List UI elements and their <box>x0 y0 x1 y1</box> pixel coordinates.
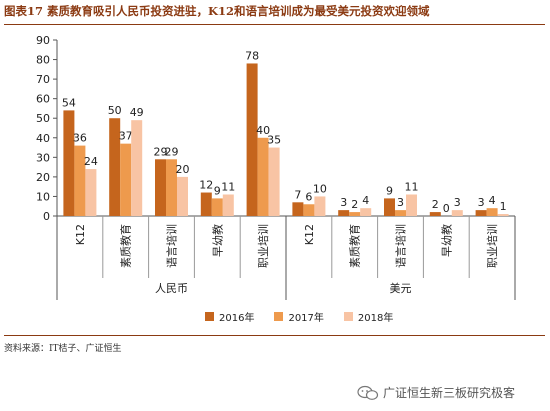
legend-label-2016: 2016年 <box>219 313 255 324</box>
source-rule <box>4 335 545 336</box>
watermark: 广证恒生新三板研究极客 <box>357 384 515 401</box>
title-rule <box>4 24 545 25</box>
data-label: 1 <box>500 200 507 213</box>
data-label: 2 <box>351 198 358 211</box>
y-tick-label: 60 <box>36 93 50 106</box>
data-label: 29 <box>165 145 179 158</box>
data-label: 2 <box>432 198 439 211</box>
y-tick-label: 70 <box>36 73 50 86</box>
data-label: 78 <box>245 49 259 62</box>
bar-K12-2016年 <box>63 110 75 216</box>
x-tick-label: K12 <box>303 224 316 245</box>
watermark-text: 广证恒生新三板研究极客 <box>383 386 516 400</box>
x-tick-label: 早幼教 <box>440 224 453 257</box>
bar-语言培训-2016年 <box>155 159 166 216</box>
bar-素质教育-2017年 <box>349 212 361 216</box>
data-label: 35 <box>267 134 281 147</box>
bar-语言培训-2017年 <box>166 159 177 216</box>
bar-职业培训-2018年 <box>497 214 509 216</box>
data-label: 3 <box>397 196 404 209</box>
y-tick-label: 50 <box>36 112 50 125</box>
data-label: 49 <box>130 106 144 119</box>
data-label: 50 <box>108 104 122 117</box>
legend-item-2017: 2017年 <box>274 309 324 324</box>
data-label: 3 <box>340 196 347 209</box>
bar-素质教育-2016年 <box>338 210 350 216</box>
legend-swatch-2018 <box>343 312 353 321</box>
x-tick-label: 职业培训 <box>485 224 499 268</box>
data-label: 6 <box>305 190 312 203</box>
data-label: 37 <box>119 130 133 143</box>
bar-职业培训-2016年 <box>475 210 487 216</box>
data-label: 36 <box>73 132 87 145</box>
bar-语言培训-2018年 <box>406 194 417 216</box>
data-label: 29 <box>154 145 168 158</box>
legend-label-2017: 2017年 <box>288 313 324 324</box>
data-label: 3 <box>454 196 461 209</box>
data-label: 4 <box>362 194 369 207</box>
y-tick-label: 30 <box>36 151 50 164</box>
data-label: 40 <box>256 124 270 137</box>
data-label: 20 <box>176 163 190 176</box>
bar-早幼教-2016年 <box>200 192 212 216</box>
data-label: 9 <box>386 184 393 197</box>
wechat-icon <box>357 385 379 400</box>
bar-语言培训-2016年 <box>384 198 395 216</box>
figure-title: 图表17 素质教育吸引人民币投资进驻，K12和语言培训成为最受美元投资欢迎领域 <box>4 4 430 18</box>
y-tick-label: 40 <box>36 132 50 145</box>
bar-素质教育-2018年 <box>131 120 143 216</box>
bar-语言培训-2018年 <box>177 176 188 216</box>
y-tick-label: 10 <box>36 190 50 203</box>
bar-K12-2018年 <box>85 169 97 216</box>
y-tick-label: 80 <box>36 54 50 67</box>
bar-素质教育-2016年 <box>109 118 121 216</box>
bar-K12-2016年 <box>292 202 304 216</box>
bar-职业培训-2017年 <box>257 137 269 216</box>
x-tick-label: 职业培训 <box>256 224 270 268</box>
legend-item-2016: 2016年 <box>205 309 254 324</box>
data-label: 10 <box>313 182 327 195</box>
y-tick-label: 20 <box>36 171 50 184</box>
bar-早幼教-2018年 <box>222 194 234 216</box>
legend-item-2018: 2018年 <box>343 309 394 324</box>
data-label: 7 <box>294 188 301 201</box>
group-label: 人民币 <box>155 282 188 295</box>
bar-语言培训-2017年 <box>395 210 406 216</box>
bar-K12-2018年 <box>314 196 326 216</box>
bar-职业培训-2016年 <box>246 63 258 216</box>
data-label: 12 <box>199 179 213 192</box>
data-label: 0 <box>443 202 450 215</box>
x-tick-label: 素质教育 <box>119 224 133 268</box>
x-tick-label: 语言培训 <box>394 224 408 268</box>
bar-素质教育-2018年 <box>360 208 372 216</box>
data-label: 24 <box>84 155 98 168</box>
group-label: 美元 <box>390 282 412 295</box>
bar-素质教育-2017年 <box>120 143 132 216</box>
bar-早幼教-2016年 <box>429 212 441 216</box>
legend-label-2018: 2018年 <box>357 313 394 324</box>
y-tick-label: 90 <box>36 34 50 47</box>
legend-swatch-2017 <box>274 312 284 321</box>
data-label: 11 <box>221 180 235 193</box>
x-tick-label: 早幼教 <box>211 224 224 257</box>
bar-早幼教-2018年 <box>451 210 463 216</box>
data-label: 9 <box>214 184 221 197</box>
y-tick-label: 0 <box>43 210 50 223</box>
bar-K12-2017年 <box>74 145 86 216</box>
x-tick-label: K12 <box>74 224 87 245</box>
chart-legend: 2016年 2017年 2018年 <box>205 309 393 324</box>
data-label: 4 <box>489 194 496 207</box>
bar-K12-2017年 <box>303 204 315 216</box>
x-tick-label: 素质教育 <box>348 224 362 268</box>
data-label: 54 <box>62 96 76 109</box>
bar-职业培训-2017年 <box>486 208 498 216</box>
bar-职业培训-2018年 <box>268 147 280 216</box>
legend-swatch-2016 <box>205 312 214 321</box>
data-label: 3 <box>478 196 485 209</box>
source-note: 资料来源：IT桔子、广证恒生 <box>4 344 122 354</box>
bar-早幼教-2017年 <box>211 198 223 216</box>
data-label: 11 <box>405 180 419 193</box>
x-tick-label: 语言培训 <box>165 224 179 268</box>
